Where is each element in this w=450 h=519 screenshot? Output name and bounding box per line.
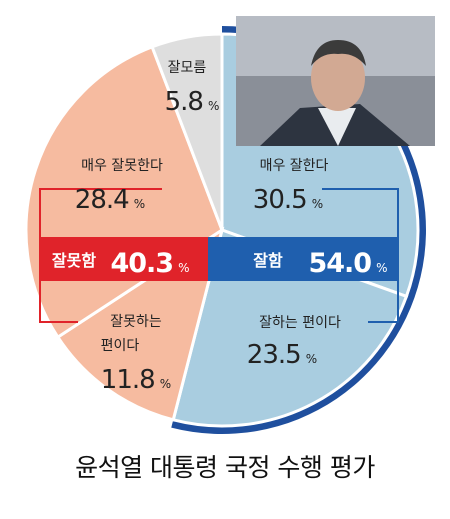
very-bad-value: 28.4 % bbox=[75, 185, 145, 215]
negative-summary-bar bbox=[40, 237, 208, 281]
slice-unknown bbox=[150, 32, 224, 231]
good-value-number: 23.5 bbox=[247, 340, 301, 370]
very-good-value-unit: % bbox=[312, 197, 323, 211]
bad-value-number: 11.8 bbox=[101, 365, 155, 395]
very-bad-label: 매우 잘못한다 bbox=[81, 158, 163, 174]
unknown-label: 잘모름 bbox=[168, 60, 207, 76]
positive-summary-unit: % bbox=[376, 261, 387, 275]
bad-label-line1: 잘못하는 bbox=[110, 314, 162, 330]
good-label: 잘하는 편이다 bbox=[259, 315, 341, 331]
negative-summary-label: 잘못함 bbox=[52, 251, 96, 270]
negative-summary-unit: % bbox=[178, 261, 189, 275]
bad-value-unit: % bbox=[160, 377, 171, 391]
very-good-label: 매우 잘한다 bbox=[260, 158, 329, 174]
negative-summary-number: 40.3 bbox=[110, 248, 173, 279]
positive-summary-number: 54.0 bbox=[308, 248, 371, 279]
very-good-value-number: 30.5 bbox=[253, 185, 307, 215]
positive-summary-bar bbox=[208, 237, 398, 281]
negative-summary-value: 40.3 % bbox=[110, 248, 189, 279]
unknown-value-number: 5.8 bbox=[165, 87, 203, 117]
portrait-photo bbox=[236, 16, 435, 146]
very-bad-value-unit: % bbox=[134, 197, 145, 211]
positive-summary-value: 54.0 % bbox=[308, 248, 387, 279]
bad-value: 11.8 % bbox=[101, 365, 171, 395]
chart-title: 윤석열 대통령 국정 수행 평가 bbox=[75, 453, 375, 482]
bad-label-line2: 편이다 bbox=[101, 338, 140, 354]
unknown-value-unit: % bbox=[208, 99, 219, 113]
very-good-value: 30.5 % bbox=[253, 185, 323, 215]
good-value: 23.5 % bbox=[247, 340, 317, 370]
good-value-unit: % bbox=[306, 352, 317, 366]
unknown-value: 5.8 % bbox=[165, 87, 220, 117]
positive-summary-label: 잘함 bbox=[253, 251, 283, 270]
very-bad-value-number: 28.4 bbox=[75, 185, 129, 215]
